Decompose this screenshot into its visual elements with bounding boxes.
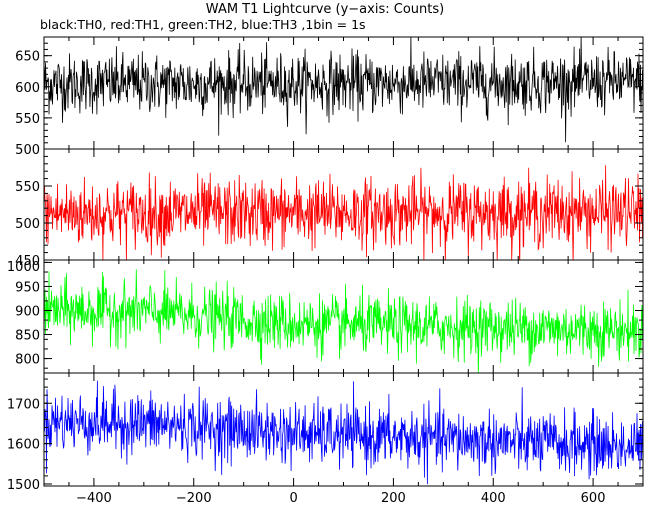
y-tick-label: 500 [15, 143, 40, 158]
x-tick-label: 400 [481, 491, 506, 505]
y-tick-label: 1700 [7, 397, 40, 412]
series-line-th3 [44, 380, 643, 485]
y-tick-label: 1000 [7, 260, 40, 275]
y-tick-label: 450 [15, 254, 40, 269]
y-tick-label: 500 [15, 217, 40, 232]
y-tick-label: 850 [15, 329, 40, 344]
y-tick-label: 800 [15, 353, 40, 368]
x-tick-label: 200 [381, 491, 406, 505]
series-line-th0 [44, 37, 643, 143]
y-tick-label: 900 [15, 304, 40, 319]
x-tick-label: −400 [76, 491, 112, 505]
y-tick-label: 600 [15, 81, 40, 96]
x-tick-label: 600 [581, 491, 606, 505]
y-tick-label: 950 [15, 280, 40, 295]
x-tick-label: −200 [176, 491, 212, 505]
series-line-th2 [44, 269, 643, 373]
series-line-th1 [44, 165, 643, 260]
y-tick-label: 1600 [7, 438, 40, 453]
y-tick-label: 550 [15, 180, 40, 195]
y-tick-label: 550 [15, 112, 40, 127]
y-tick-label: 650 [15, 50, 40, 65]
chart-subtitle: black:TH0, red:TH1, green:TH2, blue:TH3 … [40, 17, 366, 32]
chart-title: WAM T1 Lightcurve (y−axis: Counts) [205, 2, 445, 17]
x-tick-label: 0 [289, 491, 297, 505]
y-tick-label: 1500 [7, 478, 40, 493]
